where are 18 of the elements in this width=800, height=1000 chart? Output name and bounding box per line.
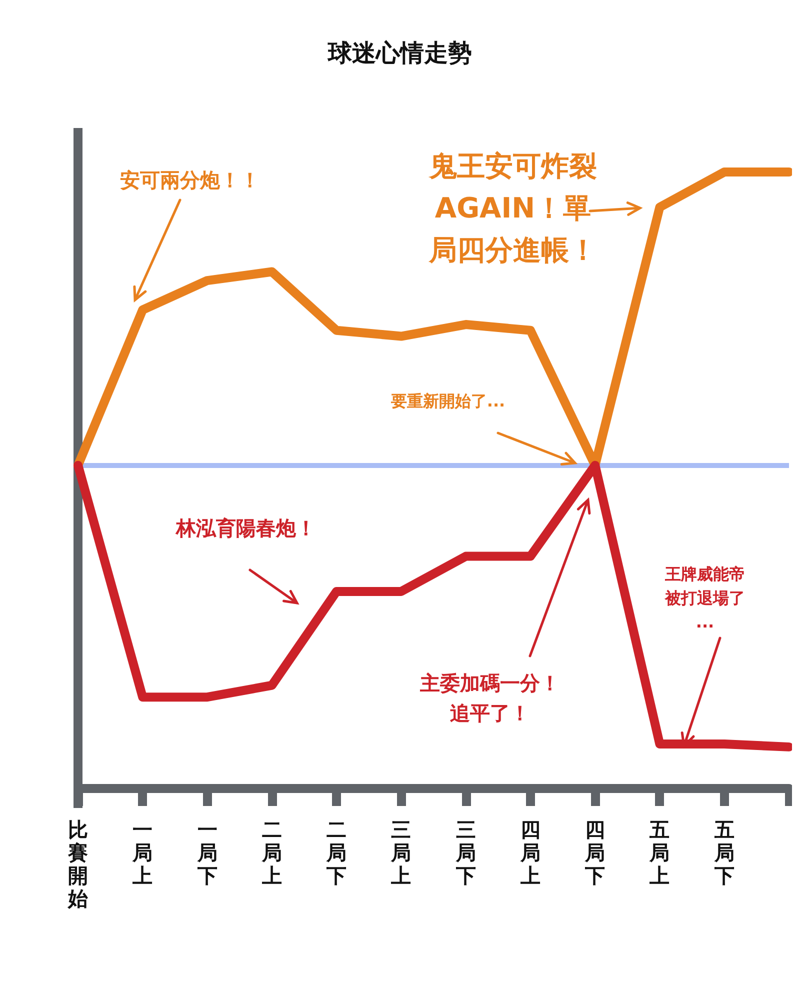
x-tick-label: 二局上 <box>260 818 282 888</box>
annotation: 王牌威能帝被打退場了... <box>664 564 745 632</box>
annotation: 林泓育陽春炮！ <box>175 516 316 540</box>
x-tick-label: 比賽開始 <box>67 818 89 910</box>
x-tick-label: 一局下 <box>196 818 218 888</box>
x-tick-label: 二局下 <box>326 818 347 888</box>
x-tick-label: 四局下 <box>584 818 606 888</box>
annotation: 鬼王安可炸裂AGAIN！單局四分進帳！ <box>428 150 597 266</box>
annotation: 要重新開始了... <box>390 392 506 410</box>
annotation: 主委加碼一分！追平了！ <box>419 671 560 725</box>
annotation: 安可兩分炮！！ <box>120 168 260 192</box>
x-tick-label: 五局上 <box>648 818 670 888</box>
x-tick-label: 五局下 <box>713 818 734 888</box>
chart-title: 球迷心情走勢 <box>327 39 472 67</box>
x-tick-label: 三局上 <box>390 818 412 888</box>
x-tick-label: 三局下 <box>454 818 476 888</box>
x-tick-label: 一局上 <box>132 818 153 888</box>
x-tick-label: 四局上 <box>519 818 540 888</box>
